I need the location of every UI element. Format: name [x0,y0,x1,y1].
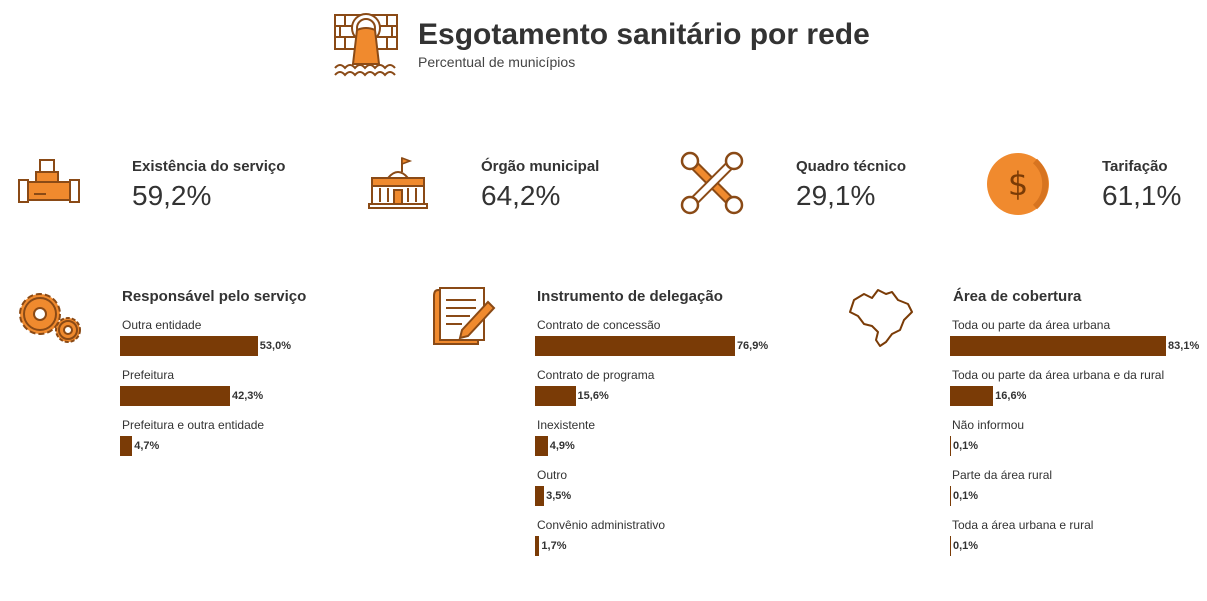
value-label-area: 0,1% [953,540,979,552]
value-label-area: 16,6% [995,390,1027,402]
kpi-value-existencia: 59,2% [132,180,212,211]
bar-instrumento [535,436,548,456]
value-label-instrumento: 76,9% [736,340,769,352]
bar-responsavel [120,336,258,356]
bar-instrumento [535,386,576,406]
category-label-area: Toda ou parte da área urbana [952,318,1111,332]
category-label-responsavel: Prefeitura [122,368,175,382]
chart-title-instrumento: Instrumento de delegação [537,288,723,305]
city-hall-icon [368,156,428,210]
value-label-instrumento: 15,6% [577,390,609,402]
value-label-area: 0,1% [953,490,979,502]
value-label-area: 83,1% [1168,340,1200,352]
category-label-instrumento: Contrato de programa [537,368,655,382]
value-label-instrumento: 4,9% [549,440,575,452]
kpi-label-tarifacao: Tarifação [1102,158,1168,175]
brazil-map-icon [846,286,914,350]
chart-title-area: Área de cobertura [953,288,1082,305]
bar-chart-instrumento: Contrato de concessão 76,9% Contrato de pr… [535,318,795,568]
bar-instrumento [535,336,735,356]
bar-area [950,486,951,506]
bar-responsavel [120,386,230,406]
contract-document-icon [432,284,496,348]
value-label-instrumento: 3,5% [546,490,572,502]
bar-area [950,536,951,556]
bar-chart-area: Toda ou parte da área urbana 83,1% Toda ou… [950,318,1206,568]
kpi-label-quadro: Quadro técnico [796,158,907,175]
page-subtitle: Percentual de municípios [418,54,576,70]
category-label-responsavel: Prefeitura e outra entidade [122,418,265,432]
page-title: Esgotamento sanitário por rede [418,18,870,51]
bar-area [950,436,951,456]
bar-chart-responsavel: Outra entidade 53,0% Prefeitura 42,3% Prefei… [120,318,380,478]
gears-icon [16,290,82,346]
value-label-responsavel: 4,7% [134,440,160,452]
category-label-area: Parte da área rural [952,468,1053,482]
bar-responsavel [120,436,133,456]
kpi-value-quadro: 29,1% [796,180,876,211]
value-label-responsavel: 53,0% [259,340,291,352]
kpi-label-orgao: Órgão municipal [481,158,600,175]
chart-title-responsavel: Responsável pelo serviço [122,288,307,305]
category-label-instrumento: Outro [537,468,568,482]
category-label-instrumento: Inexistente [537,418,596,432]
pipe-icon [18,158,80,208]
value-label-area: 0,1% [953,440,979,452]
bar-instrumento [535,486,545,506]
category-label-area: Toda a área urbana e rural [952,518,1094,532]
sewer-pipe-icon [333,12,399,78]
bar-instrumento [535,536,540,556]
value-label-instrumento: 1,7% [541,540,567,552]
kpi-value-tarifacao: 61,1% [1102,180,1182,211]
wrench-tools-icon [680,151,744,215]
category-label-instrumento: Convênio administrativo [537,518,666,532]
category-label-area: Toda ou parte da área urbana e da rural [952,368,1165,382]
kpi-label-existencia: Existência do serviço [132,158,286,175]
kpi-value-orgao: 64,2% [481,180,561,211]
bar-area [950,336,1167,356]
svg-text:$: $ [1008,165,1028,203]
category-label-responsavel: Outra entidade [122,318,202,332]
category-label-area: Não informou [952,418,1025,432]
value-label-responsavel: 42,3% [231,390,264,402]
bar-area [950,386,994,406]
dollar-coin-icon: $ [985,151,1051,217]
category-label-instrumento: Contrato de concessão [537,318,661,332]
